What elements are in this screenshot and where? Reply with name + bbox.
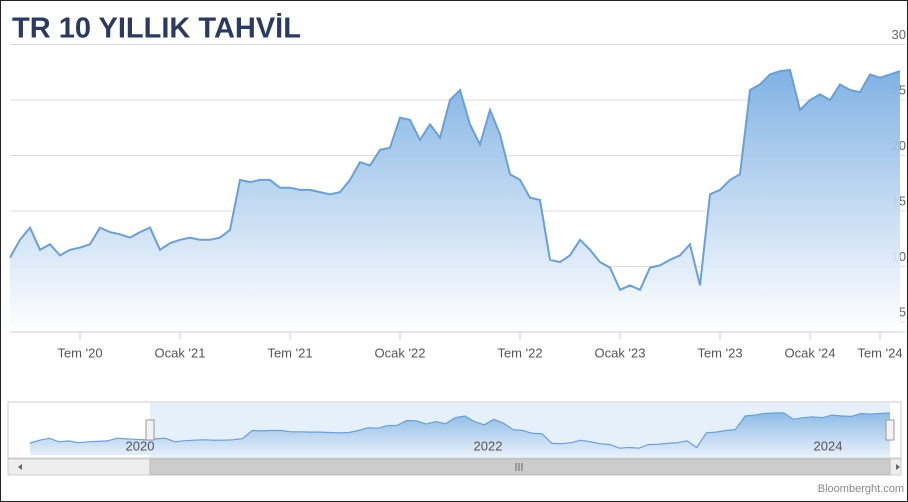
credit: Bloomberght.com: [818, 483, 904, 495]
navigator-area: [30, 412, 890, 455]
y-tick-label: 30: [892, 27, 906, 42]
chart-title: TR 10 YILLIK TAHVİL: [12, 13, 301, 45]
x-tick-label: Tem '20: [57, 345, 102, 360]
x-tick-label: Tem '24: [857, 345, 902, 360]
line: [9, 68, 901, 292]
x-tick-label: Ocak '23: [595, 345, 646, 360]
navigator-line: [29, 412, 891, 449]
y-tick-label: 5: [899, 304, 906, 319]
scrollbar-thumb[interactable]: [149, 458, 891, 476]
scroll-right[interactable]: [896, 464, 900, 470]
navigator-label: 2024: [814, 438, 843, 453]
navigator-handle[interactable]: [885, 419, 895, 441]
navigator-label: 2020: [126, 438, 155, 453]
x-tick-label: Ocak '21: [155, 345, 206, 360]
x-tick-label: Ocak '24: [785, 345, 836, 360]
navigator-label: 2022: [474, 438, 503, 453]
area: [10, 70, 900, 332]
navigator-handle[interactable]: [145, 419, 155, 441]
scroll-left[interactable]: [18, 464, 22, 470]
x-tick-label: Ocak '22: [375, 345, 426, 360]
x-tick-label: Tem '22: [497, 345, 542, 360]
x-tick-label: Tem '23: [697, 345, 742, 360]
scrollbar-grip: [515, 463, 523, 471]
x-tick-label: Tem '21: [267, 345, 312, 360]
